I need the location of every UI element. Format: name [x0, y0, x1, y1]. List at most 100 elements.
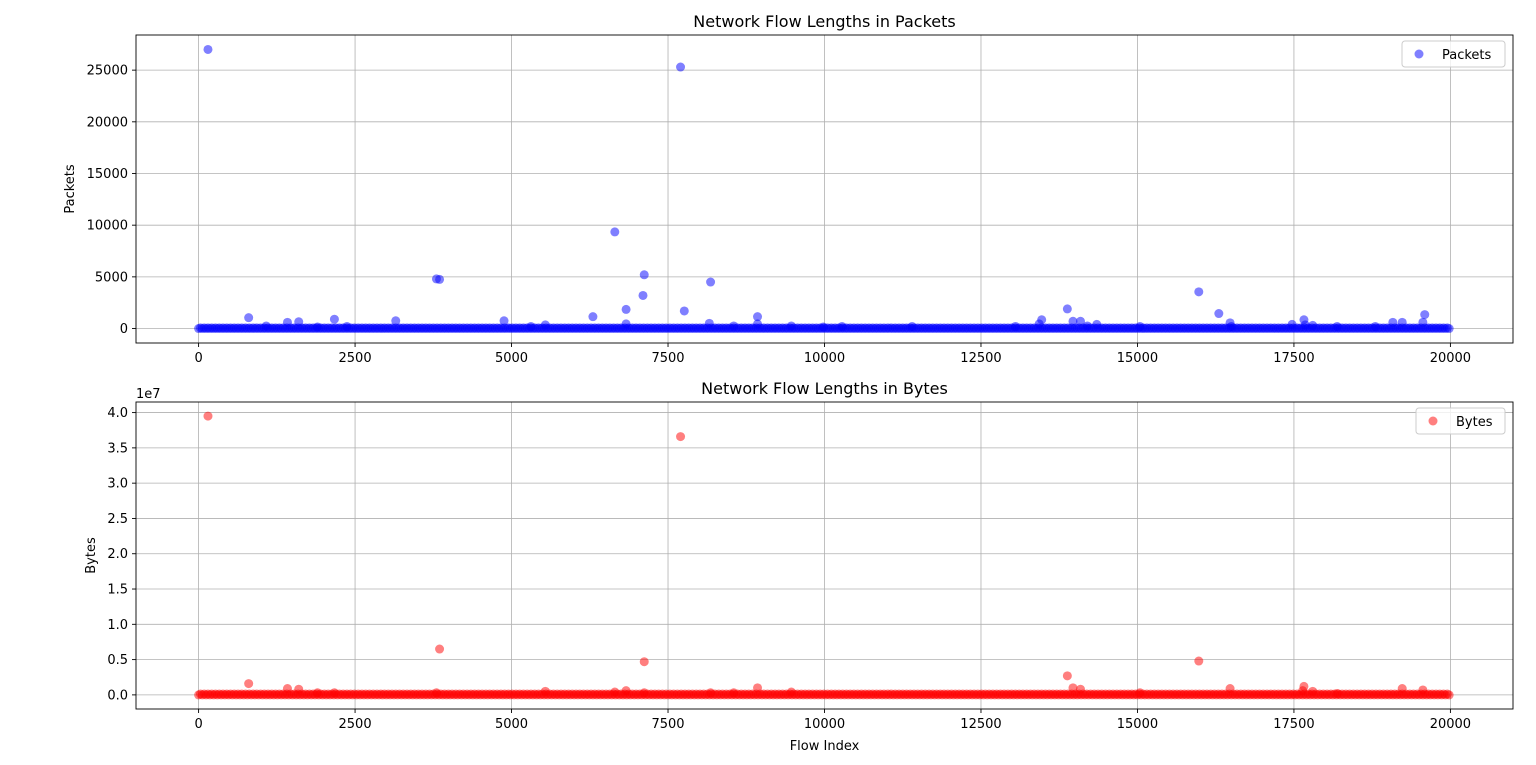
- data-point: [588, 312, 598, 322]
- y-tick-label: 1.0: [107, 618, 128, 633]
- data-point: [676, 432, 686, 442]
- data-point: [1308, 320, 1318, 330]
- data-point: [1397, 684, 1407, 694]
- data-point: [1075, 316, 1085, 326]
- series-bytes: [194, 411, 1454, 700]
- data-point: [1442, 323, 1452, 333]
- data-point: [1300, 320, 1310, 330]
- y-tick-label: 2.0: [107, 547, 128, 562]
- x-tick-label: 5000: [495, 717, 528, 732]
- legend-box: [1401, 40, 1506, 68]
- data-point: [1388, 317, 1398, 327]
- x-tick-label: 2500: [339, 351, 372, 366]
- data-point: [639, 688, 649, 698]
- data-point: [1226, 321, 1236, 331]
- data-point: [1418, 685, 1428, 695]
- bytes-chart: 0 2500 5000 7500 10000 12500 15000 17500 20000 0.…: [84, 379, 1514, 754]
- y-tick-label: 20000: [87, 115, 128, 130]
- y-tick-label: 25000: [87, 64, 128, 79]
- data-point: [1092, 319, 1102, 329]
- y-tick-label: 0.5: [107, 653, 128, 668]
- data-point: [203, 44, 213, 54]
- legend-box: [1415, 407, 1506, 435]
- y-tick-label: 0.0: [107, 688, 128, 703]
- data-point: [1062, 671, 1072, 681]
- data-point: [610, 227, 620, 237]
- data-point: [435, 274, 445, 284]
- data-point: [639, 657, 649, 667]
- data-point: [1082, 321, 1092, 331]
- data-point: [1225, 684, 1235, 694]
- data-point: [679, 306, 689, 316]
- data-point: [1034, 319, 1044, 329]
- data-point: [1010, 321, 1020, 331]
- x-axis-label: Flow Index: [790, 739, 860, 754]
- data-point: [1308, 686, 1318, 696]
- y-tick-label: 1.5: [107, 583, 128, 598]
- legend-label: Bytes: [1456, 415, 1493, 430]
- data-point: [1194, 287, 1204, 297]
- data-point: [435, 644, 445, 654]
- data-point: [753, 312, 763, 322]
- data-point: [342, 321, 352, 331]
- data-point: [786, 687, 796, 697]
- x-tick-label: 7500: [651, 351, 684, 366]
- data-point: [610, 687, 620, 697]
- data-point: [639, 270, 649, 280]
- x-tick-label: 12500: [960, 351, 1001, 366]
- data-point: [621, 304, 631, 314]
- data-point: [203, 411, 213, 421]
- legend-marker: [1414, 49, 1424, 59]
- data-point: [706, 277, 716, 287]
- data-point: [244, 313, 254, 323]
- data-point: [1442, 689, 1452, 699]
- x-tick-label: 0: [194, 351, 202, 366]
- y-tick-label: 10000: [87, 219, 128, 234]
- x-tick-label: 10000: [804, 351, 845, 366]
- y-axis-label: Bytes: [84, 537, 99, 574]
- data-point: [1135, 688, 1145, 698]
- x-tick-label: 17500: [1273, 717, 1314, 732]
- data-point: [499, 316, 509, 326]
- data-point: [837, 321, 847, 331]
- data-point: [676, 62, 686, 72]
- data-point: [1370, 321, 1380, 331]
- x-tick-label: 7500: [651, 717, 684, 732]
- data-point: [706, 688, 716, 698]
- data-point: [704, 318, 714, 328]
- data-point: [1135, 321, 1145, 331]
- data-point: [1298, 686, 1308, 696]
- data-point: [753, 319, 763, 329]
- x-tick-label: 17500: [1273, 351, 1314, 366]
- legend: Bytes: [1415, 407, 1506, 435]
- legend-label: Packets: [1442, 48, 1492, 63]
- x-tick-label: 15000: [1117, 717, 1158, 732]
- data-point: [1075, 684, 1085, 694]
- x-tick-label: 12500: [960, 717, 1001, 732]
- data-point: [282, 684, 292, 694]
- y-axis-label: Packets: [63, 164, 78, 214]
- data-point: [540, 686, 550, 696]
- data-point: [1332, 321, 1342, 331]
- x-tick-label: 10000: [804, 717, 845, 732]
- legend-marker: [1428, 416, 1438, 426]
- data-point: [1068, 316, 1078, 326]
- data-point: [313, 322, 323, 332]
- chart-title: Network Flow Lengths in Bytes: [701, 379, 948, 398]
- series-packets: [194, 44, 1454, 334]
- data-point: [329, 314, 339, 324]
- y-tick-label: 0: [120, 322, 128, 337]
- data-point: [526, 321, 536, 331]
- y-offset-label: 1e7: [136, 387, 161, 402]
- y-tick-label: 2.5: [107, 512, 128, 527]
- data-point: [818, 322, 828, 332]
- legend: Packets: [1401, 40, 1506, 68]
- data-point: [729, 688, 739, 698]
- chart-title: Network Flow Lengths in Packets: [693, 12, 955, 31]
- x-tick-label: 5000: [495, 351, 528, 366]
- x-tick-label: 15000: [1117, 351, 1158, 366]
- y-tick-label: 3.5: [107, 441, 128, 456]
- data-point: [244, 679, 254, 689]
- data-point: [907, 321, 917, 331]
